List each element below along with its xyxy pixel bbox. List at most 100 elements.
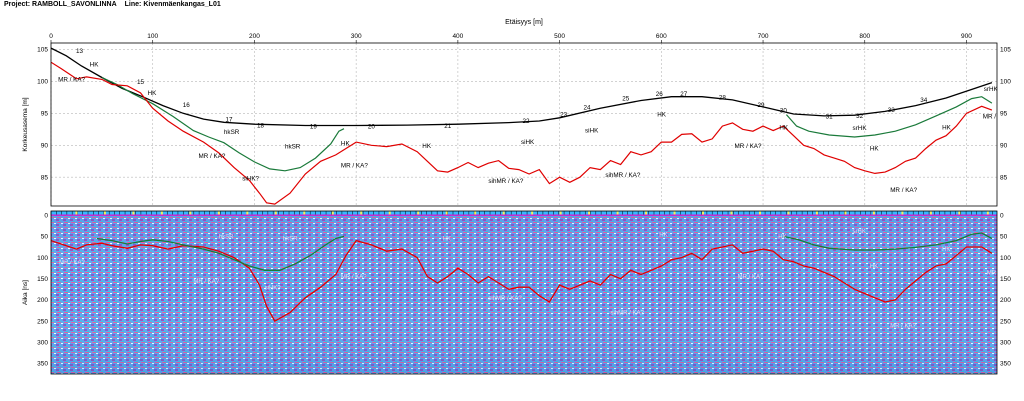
station-marker (986, 211, 989, 215)
interpretation-label: HK (90, 62, 100, 69)
x-tick-label: 100 (147, 33, 158, 40)
station-marker (474, 211, 477, 215)
interpretation-label: HK (657, 112, 667, 119)
station-label: 29 (758, 102, 766, 109)
radar-label: srHK (853, 229, 866, 235)
interpretation-label: MR / KA? (198, 153, 225, 160)
y-tick-label: 50 (41, 234, 49, 241)
interpretation-label: MR / KA? (983, 113, 1010, 120)
y-tick-label: 0 (44, 213, 48, 220)
interpretation-label: MR / KA? (735, 143, 762, 150)
y-tick-label-right: 100 (1000, 255, 1011, 262)
interpretation-label: MR / KA? (58, 76, 85, 83)
y-tick-label-right: 250 (1000, 318, 1011, 325)
station-marker (103, 211, 106, 215)
interpretation-label: hkSR (224, 129, 240, 136)
x-tick-label: 500 (554, 33, 565, 40)
station-marker (844, 211, 847, 215)
station-marker (189, 211, 192, 215)
station-label: 26 (656, 91, 664, 98)
interpretation-label: hkSR (285, 143, 301, 150)
project-name: RAMBOLL_SAVONLINNA (32, 1, 117, 8)
station-marker (645, 211, 648, 215)
radar-label: HK (870, 264, 878, 270)
y-tick-label: 250 (37, 318, 48, 325)
series-line (51, 61, 993, 205)
station-label: 27 (680, 91, 688, 98)
y-axis-title: Korkeusasema [m] (22, 97, 29, 151)
y-tick-label-right: 95 (1000, 111, 1008, 118)
station-label: 30 (780, 108, 788, 115)
interpretation-label: HK (148, 90, 158, 97)
interpretation-label: sihMR / KA? (488, 178, 523, 185)
plot-area (51, 43, 997, 206)
project-label: Project: (4, 1, 31, 8)
station-marker (445, 211, 448, 215)
y-tick-label-right: 85 (1000, 175, 1008, 182)
x-tick-label: 900 (961, 33, 972, 40)
y-tick-label-right: 350 (1000, 361, 1011, 368)
interpretation-label: HK (942, 124, 952, 131)
station-label: 25 (622, 96, 630, 103)
station-marker (360, 211, 363, 215)
radar-label: MR / KA? (341, 275, 367, 281)
x-tick-label: 400 (452, 33, 463, 40)
interpretation-label: HK (870, 145, 880, 152)
station-marker (331, 211, 334, 215)
station-label: 19 (310, 124, 318, 131)
plot-content: 13 15 16 17 18 19 20 21 22 23 24 25 26 27 28 29 30 31 32 33… (51, 47, 1010, 205)
station-marker (388, 211, 391, 215)
y-tick-label: 150 (37, 276, 48, 283)
y-tick-label-right: 300 (1000, 340, 1011, 347)
station-label: 16 (183, 102, 191, 109)
y-tick-label-right: 0 (1000, 213, 1004, 220)
elevation-panel: Etäisyys [m] 0 100 200 300 400 500 600 700 800 900… (22, 19, 1011, 207)
interpretation-label: HK (422, 143, 432, 150)
station-marker (588, 211, 591, 215)
station-marker (758, 211, 761, 215)
station-label: 17 (226, 117, 234, 124)
y-axis-title: Aika [ns] (22, 280, 29, 305)
interpretation-label: srHK (984, 86, 999, 93)
station-label: 23 (560, 112, 568, 119)
y-tick-label: 85 (41, 175, 49, 182)
station-marker (303, 211, 306, 215)
station-marker (246, 211, 249, 215)
radargram-panel: 0 0 50 50 100 100 150 150 200 200 250 250 300 300 350 3… (22, 210, 1011, 375)
interpretation-label: MR / KA? (341, 163, 368, 170)
radar-frame (50, 210, 998, 375)
interpretation-label: siHK? (242, 175, 259, 182)
y-tick-label: 200 (37, 297, 48, 304)
radar-label: HK (659, 232, 667, 238)
radar-label: HK (778, 235, 786, 241)
line-name: Kivenmäenkangas_L01 (143, 1, 221, 8)
station-label: 31 (826, 113, 834, 120)
station-marker (958, 211, 961, 215)
x-tick-label: 0 (49, 33, 53, 40)
interpretation-label: sihMR / KA? (605, 172, 640, 179)
station-marker (616, 211, 619, 215)
interpretation-label: HK (341, 140, 351, 147)
radar-label: MR / KA? (59, 260, 85, 266)
y-tick-label-right: 150 (1000, 276, 1011, 283)
station-marker (702, 211, 705, 215)
station-label: 24 (584, 104, 592, 111)
x-tick-label: 200 (249, 33, 260, 40)
station-label: 18 (257, 122, 265, 129)
radar-label: hkSR (283, 237, 298, 243)
y-tick-label: 90 (41, 143, 49, 150)
radar-label: MR / KA? (890, 323, 916, 329)
interface-line (51, 239, 993, 322)
x-axis-title: Etäisyys [m] (505, 19, 543, 26)
station-marker (730, 211, 733, 215)
station-label: 13 (76, 48, 84, 55)
y-tick-label: 300 (37, 340, 48, 347)
interface-line (783, 232, 993, 251)
station-marker (217, 211, 220, 215)
interpretation-label: HK (779, 124, 789, 131)
series-line (51, 47, 993, 127)
x-tick-label: 700 (758, 33, 769, 40)
station-label: 33 (888, 107, 896, 114)
y-tick-label-right: 200 (1000, 297, 1011, 304)
